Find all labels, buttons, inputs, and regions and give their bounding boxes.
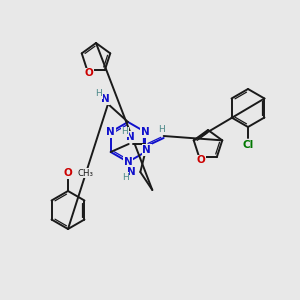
Text: O: O	[85, 68, 94, 78]
Text: O: O	[197, 155, 206, 165]
Text: O: O	[64, 168, 72, 178]
Text: CH₃: CH₃	[77, 169, 93, 178]
Text: N: N	[100, 94, 109, 104]
Text: N: N	[127, 167, 136, 177]
Text: N: N	[141, 127, 150, 137]
Text: Cl: Cl	[242, 140, 253, 150]
Text: N: N	[124, 157, 132, 167]
Text: H: H	[96, 89, 102, 98]
Text: H: H	[158, 124, 165, 134]
Text: N: N	[142, 145, 151, 155]
Text: N: N	[126, 132, 135, 142]
Text: H: H	[121, 128, 128, 136]
Text: H: H	[122, 172, 129, 182]
Text: N: N	[106, 127, 115, 137]
